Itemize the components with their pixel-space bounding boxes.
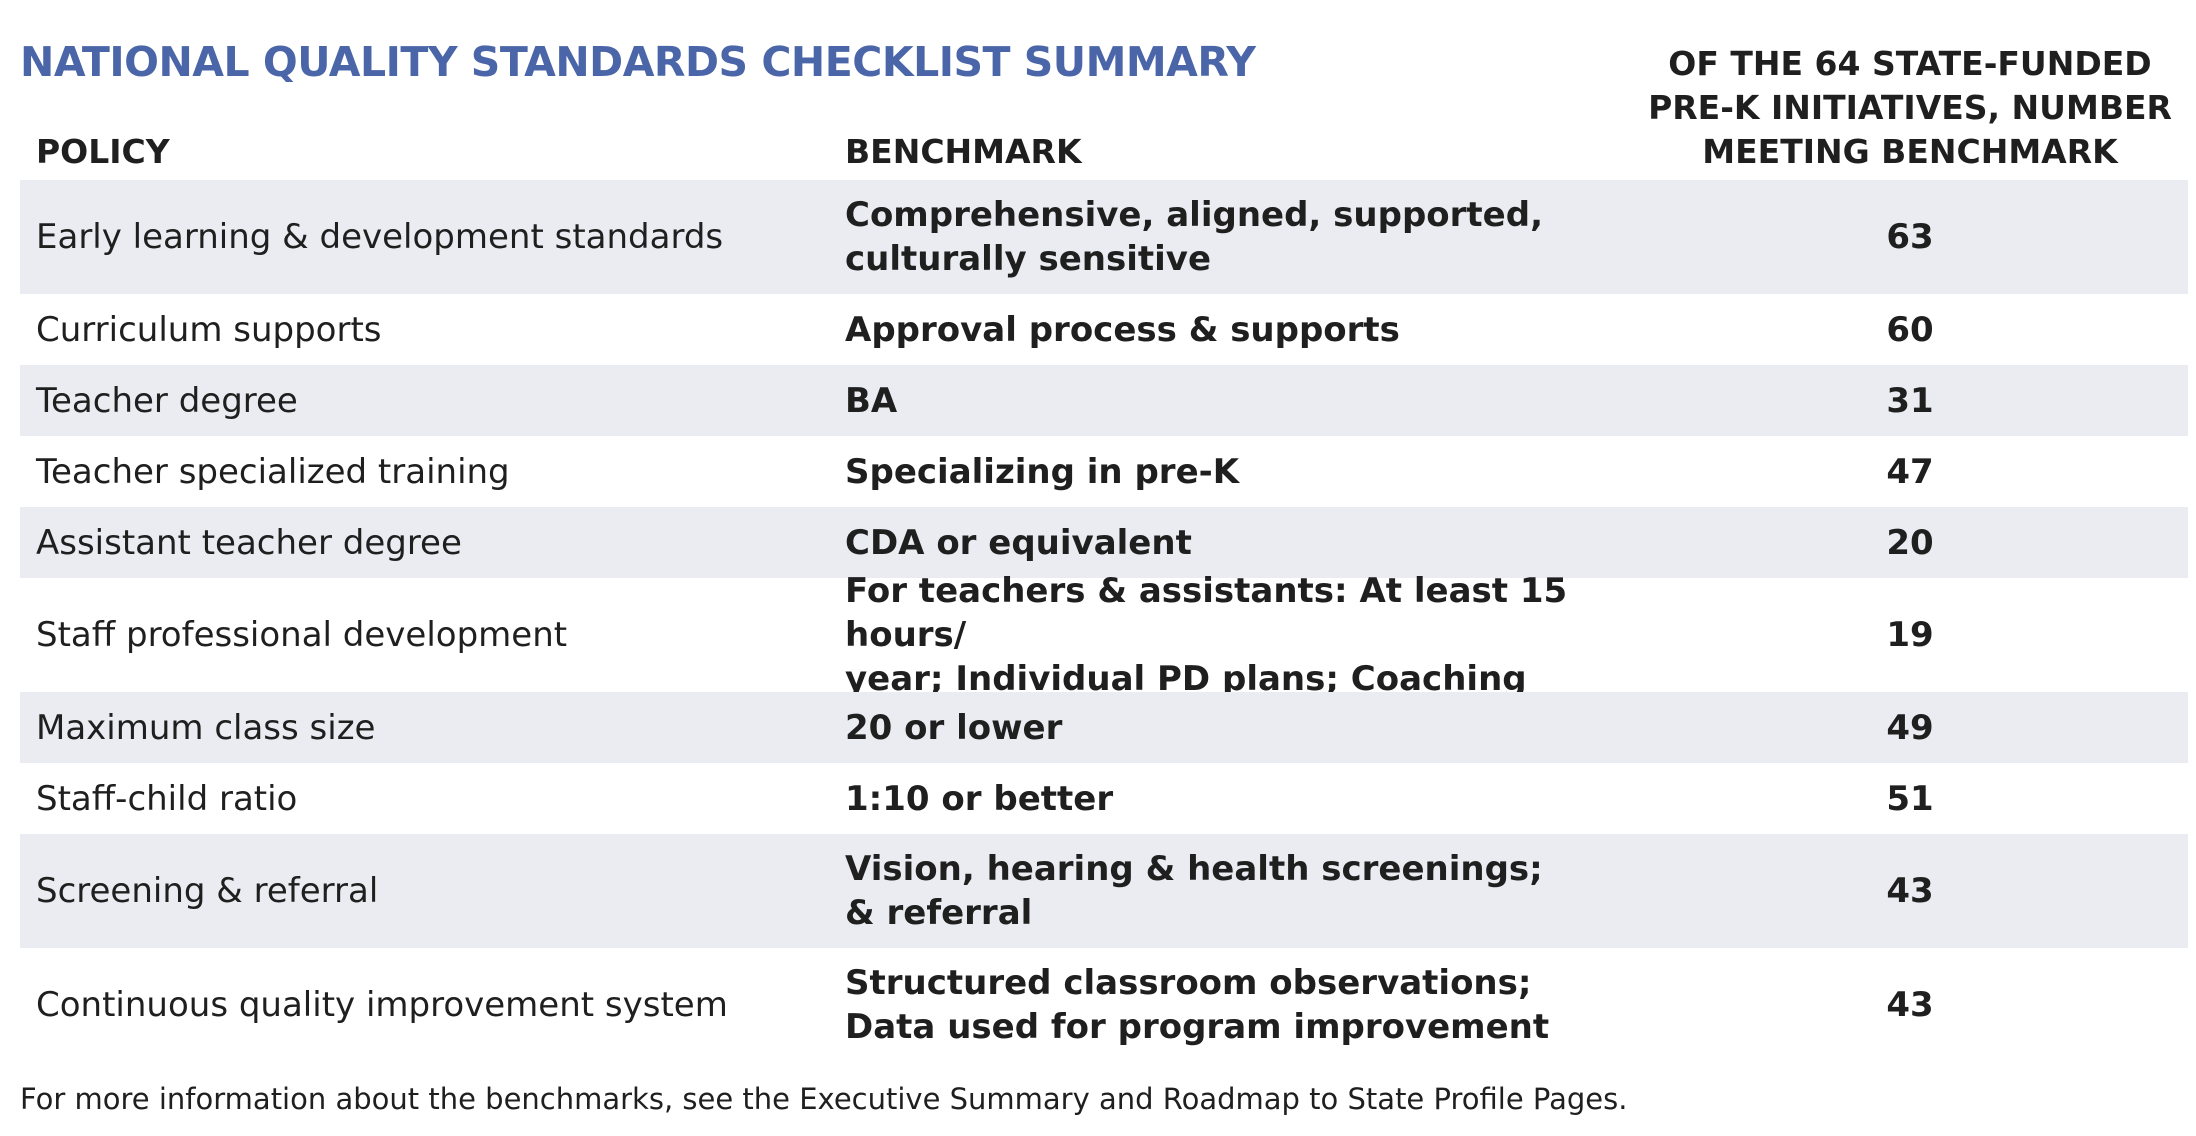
policy-cell: Maximum class size	[36, 707, 376, 748]
count-cell: 20	[1886, 522, 1934, 563]
benchmark-line: Approval process & supports	[845, 309, 1400, 350]
benchmark-cell: CDA or equivalent	[845, 507, 1645, 578]
count-column-header: OF THE 64 STATE-FUNDED PRE-K INITIATIVES…	[1620, 42, 2196, 174]
count-cell: 19	[1886, 615, 1934, 655]
count-cell: 43	[1886, 871, 1934, 911]
policy-cell: Assistant teacher degree	[36, 522, 462, 563]
count-cell: 60	[1886, 309, 1934, 350]
table-row: Curriculum supports Approval process & s…	[20, 294, 2188, 365]
benchmark-cell: For teachers & assistants: At least 15 h…	[845, 571, 1645, 699]
table-row: Screening & referral Vision, hearing & h…	[20, 834, 2188, 948]
table-row: Staff professional development For teach…	[20, 571, 2188, 699]
count-cell: 63	[1886, 217, 1934, 257]
policy-cell: Staff-child ratio	[36, 778, 298, 819]
policy-cell: Teacher degree	[36, 380, 298, 421]
benchmark-line: 1:10 or better	[845, 778, 1114, 819]
table-row: Maximum class size 20 or lower 49	[20, 692, 2188, 763]
policy-column-header: POLICY	[36, 132, 170, 171]
policy-cell: Curriculum supports	[36, 309, 382, 350]
table-row: Staff-child ratio 1:10 or better 51	[20, 763, 2188, 834]
policy-cell: Continuous quality improvement system	[36, 985, 728, 1025]
benchmark-cell: 20 or lower	[845, 692, 1645, 763]
page-title: NATIONAL QUALITY STANDARDS CHECKLIST SUM…	[20, 38, 1256, 86]
count-cell: 47	[1886, 451, 1934, 492]
standards-table: Early learning & development standards C…	[20, 180, 2188, 1062]
count-cell: 43	[1886, 985, 1934, 1025]
benchmark-cell: BA	[845, 365, 1645, 436]
table-row: Early learning & development standards C…	[20, 180, 2188, 294]
count-cell: 31	[1886, 380, 1934, 421]
benchmark-line: Structured classroom observations;	[845, 963, 1532, 1003]
benchmark-cell: Vision, hearing & health screenings; & r…	[845, 834, 1645, 948]
benchmark-cell: Specializing in pre-K	[845, 436, 1645, 507]
benchmark-line: BA	[845, 380, 898, 421]
benchmark-cell: Structured classroom observations; Data …	[845, 948, 1645, 1062]
benchmark-line: For teachers & assistants: At least 15 h…	[845, 571, 1568, 655]
benchmark-cell: 1:10 or better	[845, 763, 1645, 834]
table-row: Teacher specialized training Specializin…	[20, 436, 2188, 507]
benchmark-line: Specializing in pre-K	[845, 451, 1240, 492]
count-cell: 51	[1886, 778, 1934, 819]
footnote: For more information about the benchmark…	[20, 1082, 1628, 1116]
policy-cell: Teacher specialized training	[36, 451, 510, 492]
benchmark-line: Vision, hearing & health screenings;	[845, 849, 1543, 889]
count-cell: 49	[1886, 707, 1934, 748]
policy-cell: Early learning & development standards	[36, 217, 724, 257]
benchmark-cell: Comprehensive, aligned, supported, cultu…	[845, 180, 1645, 294]
count-header-line: MEETING BENCHMARK	[1702, 132, 2118, 171]
benchmark-line: culturally sensitive	[845, 239, 1212, 279]
policy-cell: Staff professional development	[36, 615, 568, 655]
table-row: Continuous quality improvement system St…	[20, 948, 2188, 1062]
benchmark-column-header: BENCHMARK	[845, 132, 1082, 171]
benchmark-line: 20 or lower	[845, 707, 1063, 748]
table-row: Teacher degree BA 31	[20, 365, 2188, 436]
benchmark-cell: Approval process & supports	[845, 294, 1645, 365]
count-header-line: OF THE 64 STATE-FUNDED	[1668, 44, 2152, 83]
table-row: Assistant teacher degree CDA or equivale…	[20, 507, 2188, 578]
policy-cell: Screening & referral	[36, 871, 379, 911]
count-header-line: PRE-K INITIATIVES, NUMBER	[1648, 88, 2172, 127]
benchmark-line: & referral	[845, 893, 1033, 933]
benchmark-line: Data used for program improvement	[845, 1007, 1550, 1047]
benchmark-line: CDA or equivalent	[845, 522, 1192, 563]
benchmark-line: Comprehensive, aligned, supported,	[845, 195, 1543, 235]
